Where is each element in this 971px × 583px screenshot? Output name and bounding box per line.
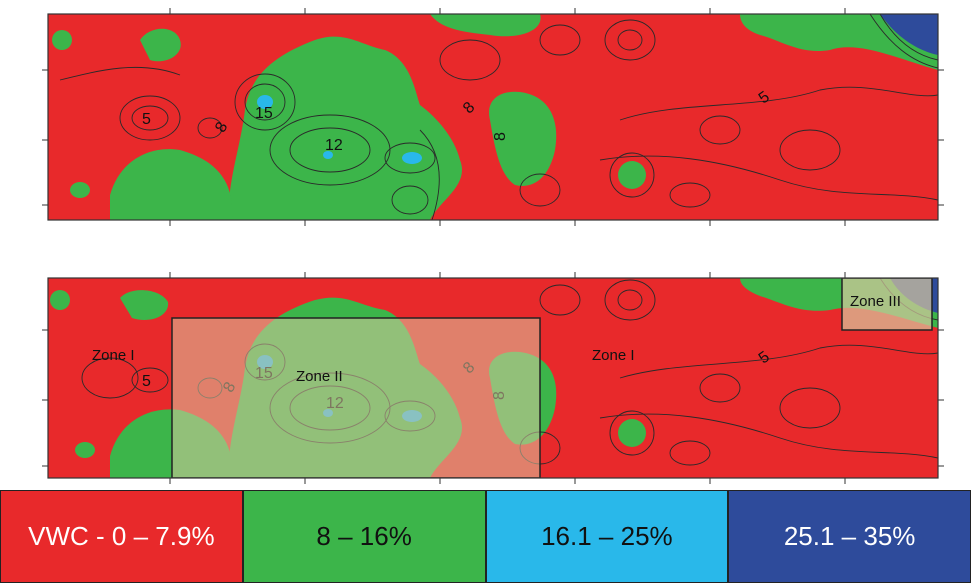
moderate-region-top-right — [740, 14, 938, 70]
wet-pocket — [402, 152, 422, 164]
vwc-map-top-svg: 5 8 15 12 8 8 5 — [42, 8, 944, 226]
moderate-spot — [618, 161, 646, 189]
contour-label: 5 — [142, 111, 151, 128]
moderate-region-right — [489, 91, 557, 186]
tick-marks — [42, 272, 944, 484]
vwc-map-zones-svg: 5 8 15 12 8 8 5 Zone I Zone II Zone I Zo… — [42, 272, 944, 484]
very-wet-region — [880, 14, 938, 55]
wet-pocket — [323, 151, 333, 159]
contour-label: 15 — [255, 105, 273, 122]
contour-label: 12 — [325, 137, 343, 154]
tick-marks — [42, 8, 944, 226]
moderate-region-left-lower — [110, 149, 233, 220]
moderate-region-top-center — [430, 14, 541, 37]
moderate-region-topleft — [120, 290, 169, 321]
moderate-spot — [70, 182, 90, 198]
contour-label: 8 — [492, 132, 509, 141]
contour-label: 5 — [142, 373, 151, 390]
zone-i-left-label: Zone I — [92, 347, 135, 364]
vwc-map-top: 5 8 15 12 8 8 5 — [0, 0, 971, 240]
legend-item-moderate: 8 – 16% — [242, 490, 486, 583]
legend-item-very-wet: 25.1 – 35% — [728, 490, 971, 583]
legend-item-wet: 16.1 – 25% — [485, 490, 729, 583]
map-frame — [47, 277, 939, 479]
map-frame — [47, 13, 939, 221]
moderate-spot — [618, 419, 646, 447]
moderate-spot — [50, 290, 70, 310]
moderate-region-topleft — [140, 28, 181, 62]
wet-pocket — [257, 95, 273, 109]
zone-ii-label: Zone II — [296, 368, 343, 385]
zone-i-right-label: Zone I — [592, 347, 635, 364]
zone-iii-overlay — [841, 278, 933, 331]
vwc-legend: VWC - 0 – 7.9% 8 – 16% 16.1 – 25% 25.1 –… — [0, 490, 971, 583]
contour-lines — [59, 14, 938, 220]
vwc-map-zones: 5 8 15 12 8 8 5 Zone I Zone II Zone I Zo… — [0, 268, 971, 488]
zone-iii-label: Zone III — [850, 293, 901, 310]
moderate-spot — [75, 442, 95, 458]
zone-ii-overlay — [171, 317, 541, 478]
legend-item-dry: VWC - 0 – 7.9% — [0, 490, 243, 583]
moderate-spot — [52, 30, 72, 50]
